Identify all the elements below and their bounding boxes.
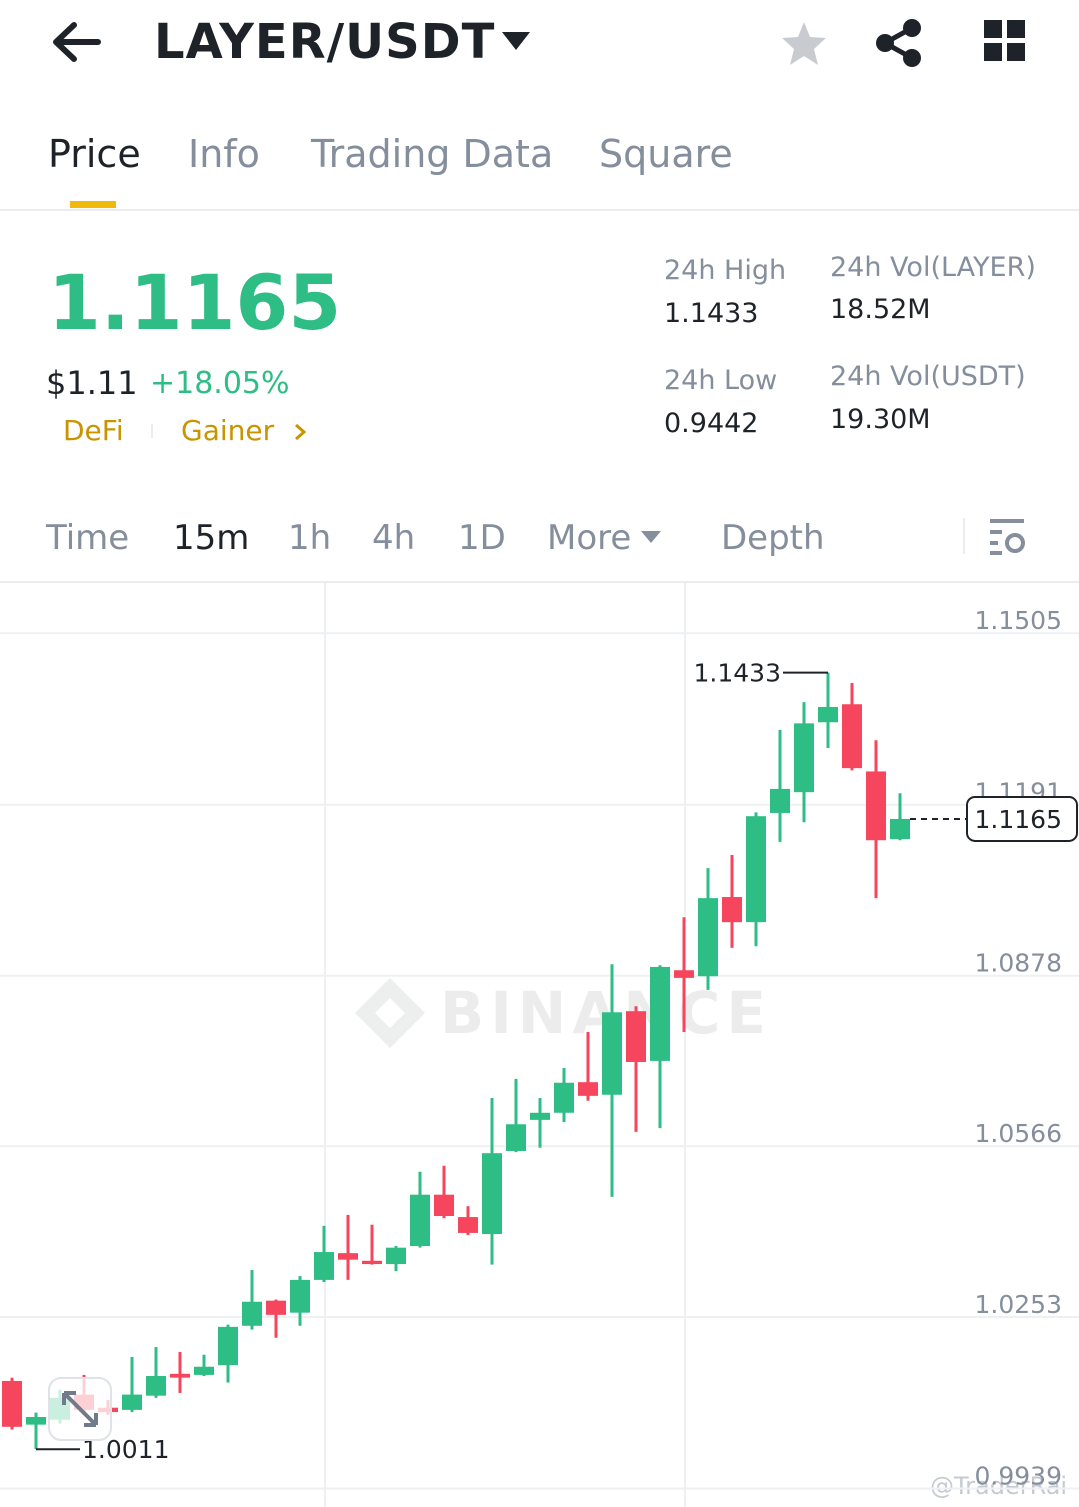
price-change: +18.05% [150,366,290,401]
candle-body [434,1194,454,1216]
candle-body [146,1376,166,1396]
favorite-icon[interactable] [780,20,828,66]
tag-separator [151,424,153,438]
candle-body [218,1326,238,1366]
stat-value: 0.9442 [664,408,759,439]
share-icon[interactable] [874,18,924,68]
candle-body [506,1124,526,1152]
candle-body [602,1012,622,1095]
interval[interactable]: Depth [721,518,825,558]
candle-body [194,1366,214,1375]
watermark: @TraderRai [930,1472,1067,1500]
tab[interactable]: Price [48,132,141,176]
candle-body [530,1112,550,1120]
stat-label: 24h Low [664,365,778,396]
candle-body [458,1217,478,1233]
interval[interactable]: 1D [458,518,506,558]
candle-body [770,788,790,813]
stat-value: 18.52M [830,294,931,325]
tab[interactable]: Square [599,132,733,176]
y-tick-label: 1.0566 [975,1119,1062,1148]
last-price-label: 1.1165 [975,805,1062,834]
candle-body [362,1260,382,1265]
candle-body [698,898,718,977]
y-tick-label: 1.0253 [975,1290,1062,1319]
candle-body [2,1380,22,1427]
candle-body [626,1011,646,1062]
fullscreen-button[interactable] [48,1377,112,1441]
menu-grid-icon[interactable] [984,20,1026,62]
candle-body [650,966,670,1061]
candle-body [314,1252,334,1280]
candle-body [482,1153,502,1235]
pair-dropdown[interactable] [500,30,532,52]
divider [0,581,1079,583]
candle-body [242,1301,262,1326]
candle-body [722,897,742,923]
y-tick-label: 1.0878 [975,949,1062,978]
candle-body [122,1394,142,1410]
y-tick-label: 0.9939 [975,1462,1062,1491]
candle-body [890,818,910,840]
interval[interactable]: 1h [288,518,332,558]
candle-body [386,1247,406,1265]
chart-settings-icon[interactable] [988,518,1028,556]
tab[interactable]: Info [188,132,260,176]
tag[interactable]: Gainer [181,414,275,447]
stat-label: 24h High [664,255,787,286]
candle-body [746,816,766,923]
interval[interactable]: Time [46,518,130,558]
candle-body [26,1416,46,1425]
tag-arrow[interactable] [292,422,308,442]
candle-body [818,706,838,723]
last-price: 1.1165 [48,258,342,347]
candle-body [554,1082,574,1113]
divider [0,209,1079,211]
back-button[interactable] [50,20,102,64]
stat-value: 1.1433 [664,298,759,329]
interval[interactable]: More [547,518,632,558]
candle-body [866,771,886,841]
candle-body [266,1300,286,1315]
usd-price: $1.11 [46,364,138,402]
candle-body [410,1194,430,1247]
candle-body [842,704,862,769]
candle-body [290,1279,310,1313]
tab-indicator [70,201,116,208]
candle-body [674,970,694,978]
tab[interactable]: Trading Data [311,132,554,176]
interval[interactable]: 4h [372,518,416,558]
y-tick-label: 1.1505 [975,606,1062,635]
high-label: 1.1433 [694,659,781,688]
pair-title[interactable]: LAYER/USDT [154,14,496,70]
divider [963,518,965,554]
candle-body [338,1253,358,1260]
candle-body [170,1373,190,1378]
stat-label: 24h Vol(USDT) [830,361,1026,392]
stat-label: 24h Vol(LAYER) [830,252,1036,283]
more-dropdown[interactable] [640,530,662,544]
candle-body [578,1082,598,1096]
interval[interactable]: 15m [173,518,250,558]
watermark-logo [355,978,425,1048]
last-price-box [966,795,1078,842]
stat-value: 19.30M [830,404,931,435]
tag[interactable]: DeFi [63,414,124,447]
candle-body [794,723,814,793]
